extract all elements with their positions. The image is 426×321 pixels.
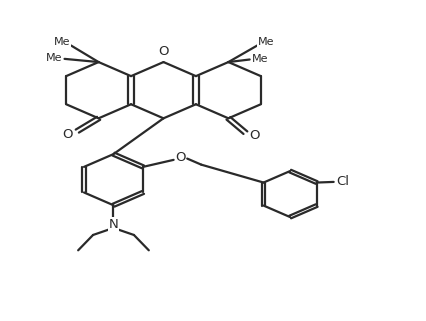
Text: Me: Me — [54, 37, 70, 47]
Text: O: O — [158, 45, 168, 58]
Text: Me: Me — [257, 37, 273, 47]
Text: O: O — [175, 151, 185, 164]
Text: Me: Me — [251, 54, 268, 64]
Text: N: N — [108, 218, 118, 231]
Text: O: O — [249, 129, 259, 143]
Text: Cl: Cl — [336, 175, 349, 188]
Text: O: O — [63, 128, 73, 141]
Text: Me: Me — [46, 53, 62, 63]
